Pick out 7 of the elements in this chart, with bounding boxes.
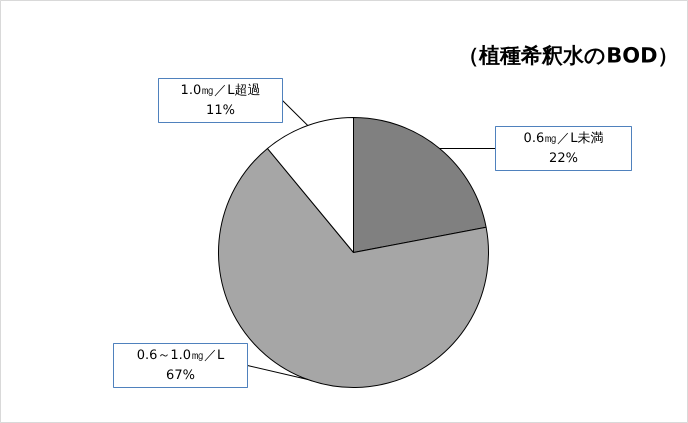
data-label: 22% — [549, 151, 578, 166]
data-label: 67% — [166, 368, 195, 383]
slice-label: 0.6～1.0㎎／L — [136, 348, 226, 363]
slice-label: 1.0㎎／L超過 — [180, 83, 260, 98]
data-label: 11% — [206, 103, 235, 118]
chart-title: （植種希釈水のBOD） — [458, 44, 679, 68]
slice-label: 0.6㎎／L未満 — [524, 131, 604, 146]
